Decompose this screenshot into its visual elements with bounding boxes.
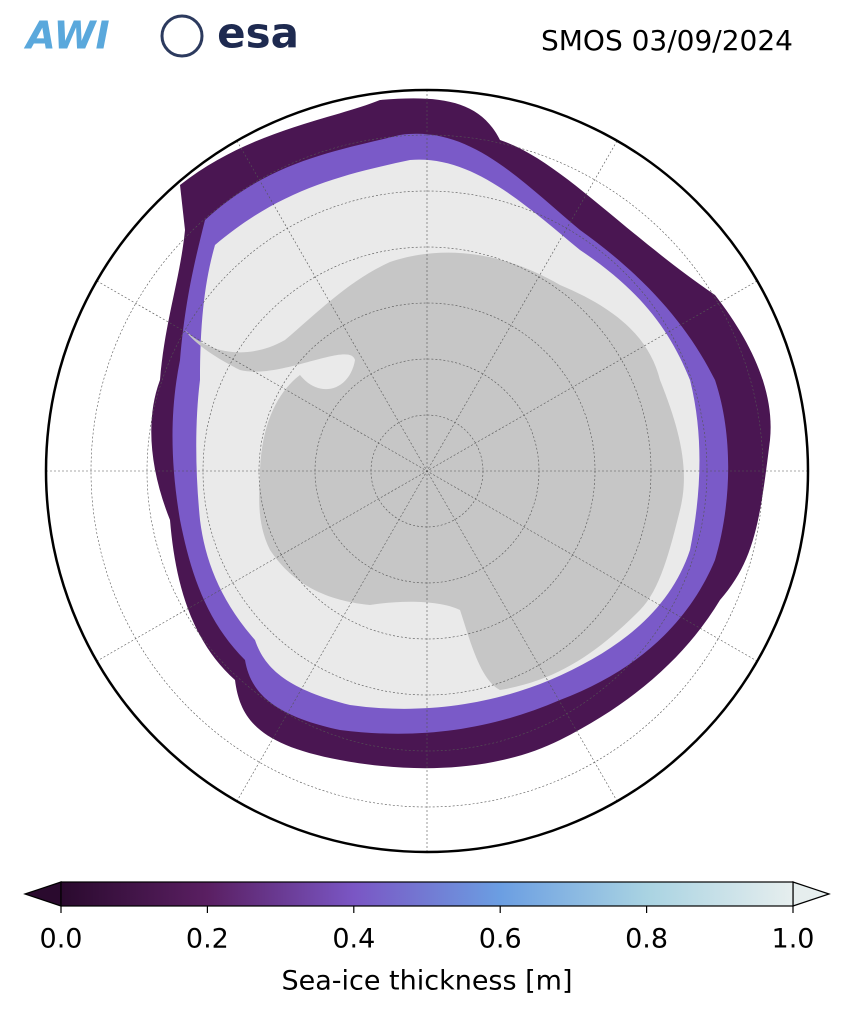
colorbar-tick-label: 1.0 — [772, 924, 815, 955]
colorbar-tick-label: 0.8 — [625, 924, 668, 955]
colorbar-tick-label: 0.6 — [479, 924, 522, 955]
map-border — [44, 88, 810, 854]
colorbar-extend-high — [792, 881, 831, 907]
colorbar-gradient — [60, 881, 794, 907]
colorbar-tick-label: 0.2 — [186, 924, 229, 955]
title: SMOS 03/09/2024 — [541, 24, 793, 57]
colorbar-tick-label: 0.4 — [332, 924, 375, 955]
esa-logo: esa — [217, 9, 299, 58]
awi-logo: AWI — [23, 14, 109, 58]
colorbar-tick-label: 0.0 — [40, 924, 83, 955]
colorbar — [23, 881, 831, 907]
graticule — [46, 90, 808, 852]
colorbar-label: Sea-ice thickness [m] — [281, 966, 572, 997]
colorbar-extend-low — [23, 881, 62, 907]
esa-emblem — [160, 14, 204, 58]
map — [46, 90, 808, 852]
